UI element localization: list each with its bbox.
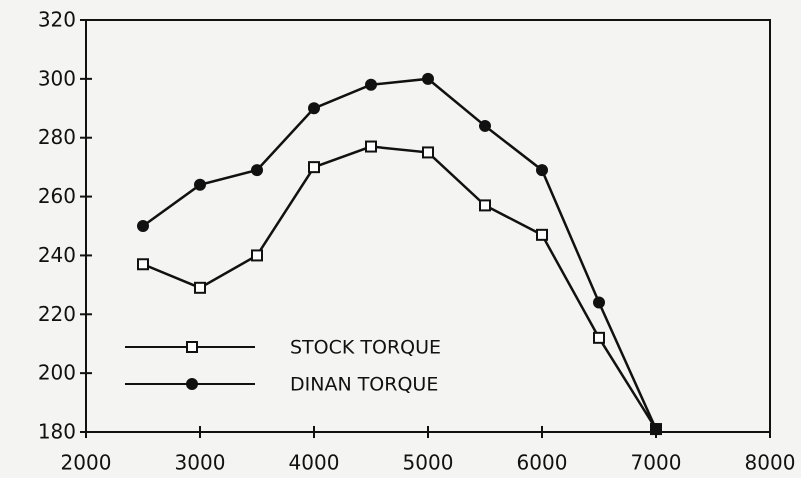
y-tick-label: 180 — [38, 420, 76, 444]
marker — [308, 102, 320, 115]
x-tick-label: 5000 — [403, 451, 454, 475]
marker — [251, 164, 263, 177]
legend-label: STOCK TORQUE — [290, 337, 441, 359]
legend: STOCK TORQUE DINAN TORQUE — [125, 337, 441, 396]
y-tick-label: 320 — [38, 8, 76, 32]
marker — [365, 140, 377, 153]
y-tick-label: 300 — [38, 66, 76, 90]
marker — [251, 249, 263, 262]
y-tick-label: 260 — [38, 184, 76, 208]
y-tick-label: 280 — [38, 125, 76, 149]
y-tick-label: 240 — [38, 243, 76, 267]
legend-label: DINAN TORQUE — [290, 374, 438, 396]
marker — [194, 178, 206, 191]
marker — [479, 119, 491, 132]
marker — [479, 199, 491, 212]
legend-marker — [186, 378, 198, 390]
marker — [308, 161, 320, 174]
marker — [593, 331, 605, 344]
marker — [422, 146, 434, 159]
marker — [536, 164, 548, 177]
x-tick-label: 8000 — [745, 451, 796, 475]
x-tick-label: 6000 — [517, 451, 568, 475]
marker — [536, 228, 548, 241]
legend-marker — [186, 341, 198, 353]
x-tick-label: 2000 — [61, 451, 112, 475]
marker — [365, 78, 377, 91]
y-tick-label: 220 — [38, 302, 76, 326]
x-tick-label: 4000 — [289, 451, 340, 475]
marker — [593, 296, 605, 309]
marker — [650, 423, 662, 436]
series-line — [142, 77, 658, 430]
marker — [422, 72, 434, 85]
x-tick-label: 7000 — [631, 451, 682, 475]
marker — [137, 258, 149, 271]
series-line — [142, 145, 658, 430]
marker — [137, 220, 149, 232]
marker — [194, 281, 206, 294]
x-tick-label: 3000 — [175, 451, 226, 475]
y-tick-label: 200 — [38, 361, 76, 385]
